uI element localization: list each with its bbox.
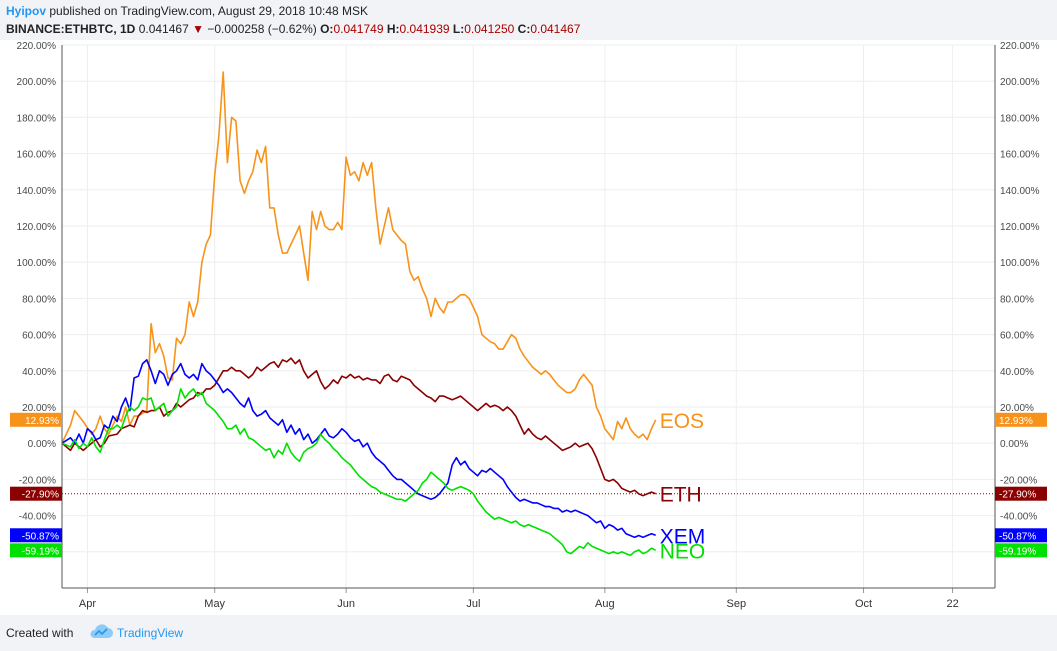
series-line-xem xyxy=(61,359,656,539)
series-label-eos: EOS xyxy=(660,410,704,433)
high-label: H: xyxy=(386,22,400,36)
y-tick-label-left: -20.00% xyxy=(19,475,56,486)
tradingview-brand-link[interactable]: TradingView xyxy=(117,626,184,640)
y-tick-label-left: 40.00% xyxy=(22,367,56,378)
down-arrow-icon: ▼ xyxy=(192,22,204,36)
y-tick-label-right: 220.00% xyxy=(1000,41,1040,52)
symbol-line: BINANCE:ETHBTC, 1D 0.041467 ▼ −0.000258 … xyxy=(6,22,580,36)
y-tick-label-right: 40.00% xyxy=(1000,367,1034,378)
y-tick-label-left: 140.00% xyxy=(17,186,57,197)
badge-left-label-eth: -27.90% xyxy=(22,490,59,501)
symbol-name[interactable]: BINANCE:ETHBTC, 1D xyxy=(6,22,136,36)
last-price: 0.041467 xyxy=(138,22,189,36)
series-label-xem: XEM xyxy=(660,525,706,548)
y-tick-label-right: 80.00% xyxy=(1000,294,1034,305)
y-tick-label-left: 160.00% xyxy=(17,150,57,161)
badge-right-label-xem: -50.87% xyxy=(999,531,1036,542)
y-tick-label-right: 120.00% xyxy=(1000,222,1040,233)
y-tick-label-right: 60.00% xyxy=(1000,331,1034,342)
x-tick-label: Sep xyxy=(727,598,747,610)
badge-left-eos xyxy=(10,412,62,427)
y-tick-label-left: 220.00% xyxy=(17,41,57,52)
y-tick-label-left: 20.00% xyxy=(22,403,56,414)
comparison-chart[interactable]: -60.00%-60.00%-40.00%-40.00%-20.00%-20.0… xyxy=(0,40,1057,615)
series-line-eos xyxy=(61,71,657,444)
x-tick-label: Aug xyxy=(595,598,615,610)
y-tick-label-right: 160.00% xyxy=(1000,150,1040,161)
series-label-neo: NEO xyxy=(660,540,706,563)
y-tick-label-left: 120.00% xyxy=(17,222,57,233)
high-value: 0.041939 xyxy=(399,22,450,36)
low-label: L: xyxy=(452,22,465,36)
badge-right-label-eos: 12.93% xyxy=(999,416,1033,427)
y-tick-label-right: 140.00% xyxy=(1000,186,1040,197)
y-tick-label-right: -20.00% xyxy=(1000,475,1037,486)
y-tick-label-left: 100.00% xyxy=(17,258,57,269)
chart-footer: Created with TradingView xyxy=(0,615,1057,651)
x-tick-label: Jul xyxy=(466,598,480,610)
badge-right-neo xyxy=(995,543,1047,558)
badge-left-neo xyxy=(10,543,62,558)
y-tick-label-left: 0.00% xyxy=(28,439,56,450)
y-tick-label-right: 20.00% xyxy=(1000,403,1034,414)
x-tick-label: Jun xyxy=(337,598,355,610)
series-line-neo xyxy=(61,388,657,557)
close-label: C: xyxy=(517,22,531,36)
publication-line: Hyipov published on TradingView.com, Aug… xyxy=(6,4,368,18)
y-tick-label-left: 60.00% xyxy=(22,331,56,342)
y-tick-label-right: -40.00% xyxy=(1000,512,1037,523)
y-tick-label-right: 180.00% xyxy=(1000,113,1040,124)
badge-right-label-eth: -27.90% xyxy=(999,490,1036,501)
series-layer xyxy=(61,71,657,557)
y-tick-label-left: 80.00% xyxy=(22,294,56,305)
y-tick-label-left: 180.00% xyxy=(17,113,57,124)
y-tick-label-right: 100.00% xyxy=(1000,258,1040,269)
badge-left-label-neo: -59.19% xyxy=(22,546,59,557)
badge-left-label-eos: 12.93% xyxy=(25,416,59,427)
open-value: 0.041749 xyxy=(333,22,384,36)
open-label: O: xyxy=(320,22,334,36)
badge-right-eth xyxy=(995,486,1047,501)
y-tick-label-right: 0.00% xyxy=(1000,439,1028,450)
published-text: published on TradingView.com, August 29,… xyxy=(46,4,369,18)
x-tick-label: Apr xyxy=(79,598,96,610)
grid xyxy=(62,44,995,589)
badge-right-label-neo: -59.19% xyxy=(999,546,1036,557)
x-tick-label: 22 xyxy=(946,598,958,610)
price-change: −0.000258 (−0.62%) xyxy=(207,22,317,36)
series-label-eth: ETH xyxy=(660,484,702,507)
chart-header: Hyipov published on TradingView.com, Aug… xyxy=(0,0,1057,40)
chart-background xyxy=(0,40,1057,615)
badge-right-eos xyxy=(995,412,1047,427)
low-value: 0.041250 xyxy=(464,22,515,36)
created-with-text: Created with xyxy=(6,626,74,640)
y-tick-label-left: 200.00% xyxy=(17,77,57,88)
badge-left-xem xyxy=(10,528,62,543)
close-value: 0.041467 xyxy=(530,22,581,36)
y-tick-label-left: -40.00% xyxy=(19,512,56,523)
badge-right-xem xyxy=(995,528,1047,543)
y-tick-label-right: 200.00% xyxy=(1000,77,1040,88)
x-tick-label: May xyxy=(204,598,225,610)
last-value-badges: 12.93% 12.93% -27.90% -27.90% -50.87% -50.87%… xyxy=(10,412,1047,558)
author-link[interactable]: Hyipov xyxy=(6,4,47,18)
tradingview-cloud-icon xyxy=(90,624,113,638)
badge-left-label-xem: -50.87% xyxy=(22,531,59,542)
x-tick-label: Oct xyxy=(855,598,872,610)
badge-left-eth xyxy=(10,486,62,501)
